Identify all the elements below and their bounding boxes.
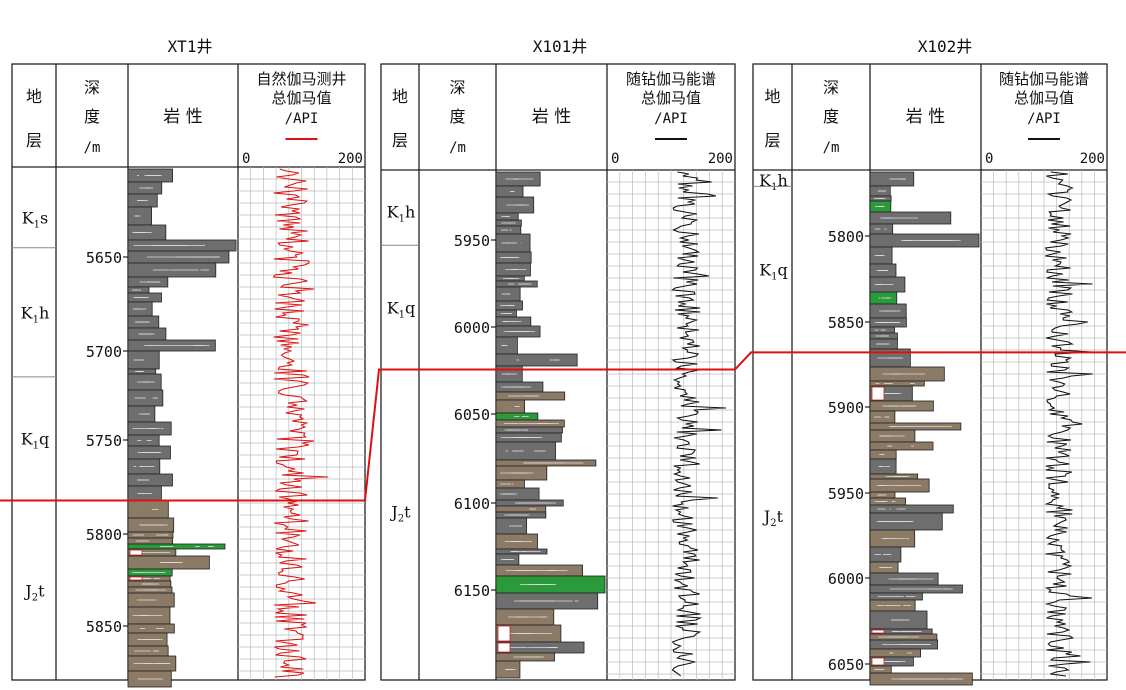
panel-frame bbox=[380, 63, 736, 681]
depth-tick-label: 6150 bbox=[454, 582, 490, 600]
lithology-bed bbox=[495, 505, 547, 513]
header-strata: 地 bbox=[392, 87, 408, 106]
depth-tick-label: 5650 bbox=[86, 249, 122, 267]
header-strata: 层 bbox=[392, 131, 408, 150]
header-depth: 深 bbox=[84, 78, 100, 97]
scale-max: 200 bbox=[1080, 151, 1105, 167]
well-title: X102井 bbox=[918, 37, 973, 56]
depth-tick-label: 5850 bbox=[86, 618, 122, 636]
formation-label: J2t bbox=[762, 507, 784, 529]
lithology-bed bbox=[127, 473, 173, 487]
formation-label: J2t bbox=[389, 502, 411, 524]
header-strata: 层 bbox=[26, 131, 42, 150]
gamma-curve bbox=[272, 168, 329, 678]
boundary-connections bbox=[0, 351, 1126, 502]
depth-tick-label: 5900 bbox=[828, 399, 864, 417]
header-depth: 深 bbox=[823, 78, 839, 97]
scale-min: 0 bbox=[611, 151, 619, 167]
header-curve-unit: /API bbox=[1027, 111, 1061, 127]
depth-tick-label: 5750 bbox=[86, 432, 122, 450]
depth-tick-label: 5950 bbox=[454, 232, 490, 250]
lithology-bed bbox=[869, 223, 894, 235]
header-curve-name: 总伽马值 bbox=[641, 89, 701, 107]
formation-label: K1h bbox=[21, 303, 50, 325]
lithology-bed bbox=[869, 648, 922, 658]
depth-tick-label: 5700 bbox=[86, 343, 122, 361]
scale-max: 200 bbox=[708, 151, 733, 167]
lithology-bed bbox=[127, 623, 175, 634]
formation-label: J2t bbox=[23, 581, 45, 603]
panel-frame bbox=[11, 63, 366, 681]
lithology-bed bbox=[127, 537, 174, 545]
header-curve-name: 总伽马值 bbox=[271, 89, 331, 107]
formation-label: K1q bbox=[21, 430, 50, 452]
header-curve-name: 总伽马值 bbox=[1014, 89, 1074, 107]
lithology-bed bbox=[869, 410, 896, 424]
red-marker bbox=[871, 629, 885, 634]
gamma-curve bbox=[1044, 171, 1093, 677]
header-depth: 度 bbox=[449, 107, 465, 126]
lithology-bed bbox=[495, 225, 522, 235]
lithology-bed bbox=[495, 353, 578, 367]
depth-tick-label: 6000 bbox=[454, 319, 490, 337]
formation-label: K1s bbox=[22, 208, 49, 230]
header-strata: 地 bbox=[764, 87, 780, 106]
red-marker bbox=[497, 625, 511, 642]
depth-tick-label: 6050 bbox=[454, 406, 490, 424]
header-curve-unit: /API bbox=[285, 111, 319, 127]
scale-max: 200 bbox=[338, 151, 363, 167]
depth-tick-label: 6000 bbox=[828, 570, 864, 588]
header-lithology: 岩 性 bbox=[906, 107, 945, 127]
lithology-bed bbox=[495, 441, 556, 461]
lithology-bed bbox=[127, 500, 169, 519]
depth-tick-label: 5950 bbox=[828, 485, 864, 503]
formation-label: K1q bbox=[387, 298, 416, 320]
scale-min: 0 bbox=[985, 151, 993, 167]
header-depth: 度 bbox=[84, 107, 100, 126]
depth-tick-label: 5850 bbox=[828, 314, 864, 332]
header-depth: /m bbox=[449, 140, 466, 156]
well-title: XT1井 bbox=[168, 37, 213, 56]
formation-boundary-line bbox=[0, 351, 1126, 502]
depth-tick-label: 5800 bbox=[86, 526, 122, 544]
header-curve-unit: /API bbox=[654, 111, 688, 127]
formation-label: K1h bbox=[387, 203, 416, 225]
gamma-curve bbox=[671, 171, 726, 677]
lithology-bed bbox=[869, 441, 934, 451]
header-lithology: 岩 性 bbox=[532, 107, 571, 127]
red-marker bbox=[129, 549, 143, 556]
header-depth: 深 bbox=[449, 78, 465, 97]
header-curve-name: 随钻伽马能谱 bbox=[999, 70, 1089, 88]
header-depth: 度 bbox=[823, 107, 839, 126]
lithology-bed bbox=[127, 434, 160, 447]
formation-label: K1q bbox=[759, 260, 788, 282]
header-lithology: 岩 性 bbox=[163, 107, 202, 127]
depth-tick-label: 5800 bbox=[828, 228, 864, 246]
red-marker bbox=[871, 657, 885, 666]
lithology-bed bbox=[495, 185, 524, 198]
red-marker bbox=[129, 576, 143, 581]
header-depth: /m bbox=[823, 140, 840, 156]
depth-tick-label: 6050 bbox=[828, 656, 864, 674]
header-curve-name: 自然伽马测井 bbox=[256, 70, 346, 88]
header-curve-name: 随钻伽马能谱 bbox=[626, 70, 716, 88]
formation-label: K1h bbox=[759, 171, 788, 193]
scale-min: 0 bbox=[242, 151, 250, 167]
lithology-bed bbox=[495, 399, 526, 414]
header-strata: 地 bbox=[26, 87, 42, 106]
header-strata: 层 bbox=[764, 131, 780, 150]
header-depth: /m bbox=[84, 140, 101, 156]
depth-tick-label: 6100 bbox=[454, 495, 490, 513]
lithology-bed bbox=[127, 543, 226, 550]
red-marker bbox=[497, 642, 511, 653]
well-title: X101井 bbox=[533, 37, 588, 56]
red-marker bbox=[871, 386, 885, 401]
